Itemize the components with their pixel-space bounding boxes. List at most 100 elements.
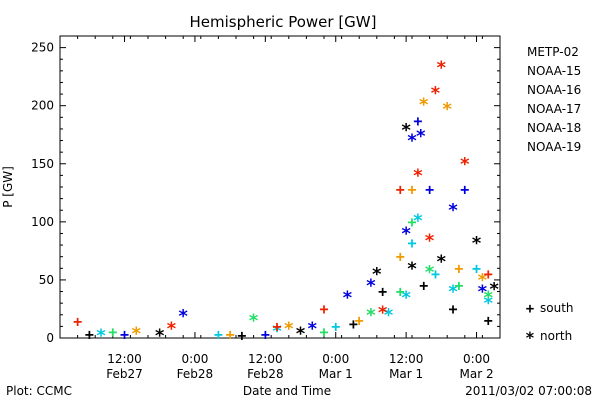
data-point: * [489, 279, 500, 300]
data-point: * [154, 326, 165, 347]
x-tick-label-time: 0:00 [322, 352, 349, 366]
x-tick-label-date: Feb28 [177, 367, 214, 381]
data-point: + [454, 259, 463, 277]
data-point: * [401, 120, 412, 141]
data-point: * [371, 264, 382, 285]
data-point: * [96, 326, 107, 347]
y-tick-label: 200 [31, 99, 54, 113]
y-tick-label: 100 [31, 215, 54, 229]
data-point: + [355, 312, 364, 330]
marker-legend-label: north [540, 329, 572, 343]
data-point: * [477, 282, 488, 303]
x-tick-label-date: Mar 1 [389, 367, 423, 381]
data-point: + [396, 283, 405, 301]
x-tick-label-date: Feb28 [247, 367, 284, 381]
data-point: + [73, 313, 82, 331]
data-point: + [484, 312, 493, 330]
data-point: * [166, 319, 177, 340]
data-point: + [460, 180, 469, 198]
data-point: + [407, 213, 416, 231]
data-point: * [272, 321, 283, 342]
data-point: * [401, 287, 412, 308]
data-point: + [331, 317, 340, 335]
data-point: + [449, 300, 458, 318]
legend-entry: NOAA-19 [527, 140, 581, 154]
x-tick-label-date: Mar 1 [319, 367, 353, 381]
data-point: * [407, 258, 418, 279]
data-point: * [131, 323, 142, 344]
y-axis: 0 50 100 150 200 250 [31, 35, 500, 345]
data-point: + [407, 180, 416, 198]
data-point: + [425, 180, 434, 198]
x-tick-label-time: 0:00 [463, 352, 490, 366]
data-point: * [407, 131, 418, 152]
data-point: * [342, 287, 353, 308]
marker-legend-label: south [540, 301, 574, 315]
data-point: * [295, 323, 306, 344]
data-point: + [85, 326, 94, 344]
data-point: + [261, 326, 270, 344]
chart-title: Hemispheric Power [GW] [190, 13, 377, 31]
data-point: * [483, 293, 494, 314]
data-point: + [120, 326, 129, 344]
x-tick-label-date: Mar 2 [459, 367, 493, 381]
data-point: + [237, 327, 246, 345]
x-tick-label-time: 0:00 [181, 352, 208, 366]
data-point: * [307, 319, 318, 340]
data-point: * [459, 154, 470, 175]
x-tick-label-time: 12:00 [248, 352, 283, 366]
data-point: * [471, 233, 482, 254]
data-point: * [366, 276, 377, 297]
data-point: + [419, 277, 428, 295]
data-point: + [349, 315, 358, 333]
data-point: * [248, 311, 259, 332]
data-point: * [448, 200, 459, 221]
data-point: * [424, 262, 435, 283]
data-point: * [415, 126, 426, 147]
data-point: + [273, 317, 282, 335]
data-point: + [454, 277, 463, 295]
legend-entry: METP-02 [527, 45, 579, 59]
data-point: + [407, 234, 416, 252]
data-point: + [431, 265, 440, 283]
marker-legend-symbol: + [526, 301, 534, 317]
data-point: + [108, 323, 117, 341]
data-point: + [484, 265, 493, 283]
legend-entry: NOAA-16 [527, 83, 581, 97]
data-point: * [412, 211, 423, 232]
x-tick-label-date: Feb27 [106, 367, 143, 381]
data-point: * [178, 306, 189, 327]
legend-entry: NOAA-18 [527, 121, 581, 135]
legend-entry: NOAA-15 [527, 64, 581, 78]
data-point: * [430, 83, 441, 104]
data-point: * [401, 223, 412, 244]
legend-entry: NOAA-17 [527, 102, 581, 116]
marker-legend-symbol: * [525, 328, 535, 347]
y-tick-label: 250 [31, 41, 54, 55]
data-point: + [413, 112, 422, 130]
data-point: + [396, 180, 405, 198]
x-tick-label-time: 12:00 [389, 352, 424, 366]
data-point: * [436, 57, 447, 78]
data-point: * [418, 95, 429, 116]
data-point: * [366, 305, 377, 326]
data-point: + [319, 300, 328, 318]
data-point: * [483, 287, 494, 308]
data-point: + [396, 248, 405, 266]
y-tick-label: 50 [39, 273, 54, 287]
plot-credit: Plot: CCMC [6, 384, 72, 398]
x-axis-label: Date and Time [243, 384, 331, 398]
legend: METP-02 NOAA-15 NOAA-16 NOAA-17 NOAA-18 NOAA-… [527, 45, 581, 154]
y-tick-label: 150 [31, 157, 54, 171]
data-point: * [448, 282, 459, 303]
data-point: * [436, 251, 447, 272]
y-tick-label: 0 [46, 331, 54, 345]
data-point: * [283, 319, 294, 340]
data-point: * [442, 99, 453, 120]
data-point: * [424, 230, 435, 251]
marker-legend: + south * north [525, 301, 573, 347]
data-point: + [226, 326, 235, 344]
data-point: + [214, 326, 223, 344]
